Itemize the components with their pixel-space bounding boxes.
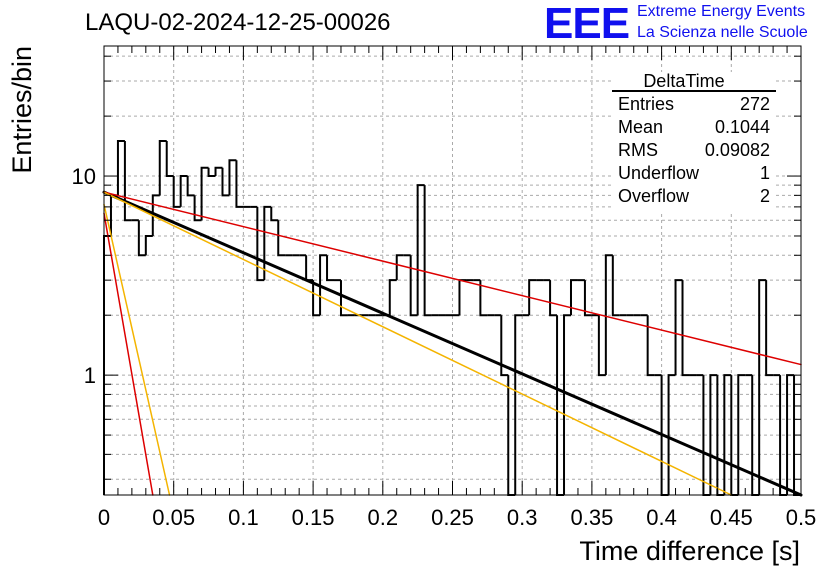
histogram-bin <box>172 176 181 208</box>
stats-box-bg <box>612 72 776 212</box>
histogram-bin <box>388 279 397 316</box>
histogram-bin <box>681 280 690 377</box>
histogram-bin <box>765 280 774 377</box>
histogram-bin <box>214 166 223 177</box>
histogram-bin <box>409 255 418 317</box>
histogram-bin <box>528 279 537 316</box>
x-tick-label: 0.5 <box>786 505 817 530</box>
histogram-bin <box>737 374 746 495</box>
histogram-bin <box>179 175 188 207</box>
org-name-line2: La Scienza nelle Scuole <box>637 24 808 41</box>
x-tick-label: 0.25 <box>431 505 474 530</box>
histogram-bin <box>103 234 111 495</box>
histogram-bin <box>646 315 655 377</box>
stats-value: 0.09082 <box>705 140 770 160</box>
stats-value: 1 <box>760 163 770 183</box>
histogram-bin <box>549 280 558 317</box>
histogram-bin <box>116 139 125 196</box>
org-name-line1: Extreme Energy Events <box>637 3 806 20</box>
stats-box: DeltaTime Entries 272 Mean 0.1044 RMS 0.09082U… <box>612 71 776 212</box>
x-tick-label: 0.1 <box>228 505 259 530</box>
x-tick-label: 0 <box>98 505 110 530</box>
stats-label: Overflow <box>618 186 690 206</box>
histogram-bin <box>500 315 509 377</box>
histogram-bin <box>144 234 153 256</box>
x-tick-label: 0.15 <box>292 505 335 530</box>
histogram-bin <box>193 195 202 222</box>
histogram-bin <box>228 159 237 196</box>
eee-logo: EEE <box>544 0 630 48</box>
histogram-bin <box>235 160 244 208</box>
histogram-bin <box>611 255 620 317</box>
histogram-bin <box>137 220 146 257</box>
histogram-bin <box>723 374 732 495</box>
axis-ticks: 0 0.05 0.1 0.15 0.2 0.25 0.3 0.35 0.4 0.45 0.5 1 10 <box>72 46 817 530</box>
stats-label: RMS <box>618 140 658 160</box>
histogram-bin <box>200 166 209 221</box>
histogram-bin <box>667 374 676 495</box>
fit-line <box>102 190 803 497</box>
histogram-bin <box>109 194 118 236</box>
fit-line <box>103 191 802 366</box>
x-tick-label: 0.2 <box>368 505 399 530</box>
histogram-bin <box>395 254 404 281</box>
histogram-bin <box>416 184 425 316</box>
histogram-bin <box>339 280 348 317</box>
fit-line <box>103 212 154 496</box>
histogram-bin <box>604 254 613 376</box>
histogram-bin <box>563 314 571 495</box>
y-axis-label: Entries/bin <box>7 46 37 174</box>
histogram-bin <box>186 176 195 197</box>
stats-value: 272 <box>740 94 770 114</box>
stats-label: Underflow <box>618 163 700 183</box>
stats-value: 0.1044 <box>715 117 770 137</box>
run-title: LAQU-02-2024-12-25-00026 <box>85 9 391 36</box>
histogram-bin <box>158 139 167 196</box>
histogram-bin <box>256 206 265 282</box>
histogram-bin <box>597 315 606 377</box>
histogram-bin <box>270 206 279 222</box>
histogram-bin <box>277 220 286 257</box>
x-tick-label: 0.35 <box>570 505 613 530</box>
histogram-bin <box>151 194 160 236</box>
histogram-bin <box>123 140 132 222</box>
stats-value: 2 <box>760 186 770 206</box>
histogram-bin <box>556 315 565 496</box>
fit-line <box>103 203 171 496</box>
histogram-bin <box>583 280 592 317</box>
histogram-bin <box>758 279 767 495</box>
y-tick-label: 10 <box>72 164 96 189</box>
histogram-bin <box>221 167 230 197</box>
histogram-bin <box>207 167 216 178</box>
histogram-bin <box>458 279 467 316</box>
grid-lines <box>104 46 801 495</box>
histogram-bin <box>319 254 328 316</box>
y-tick-label: 1 <box>84 363 96 388</box>
x-tick-label: 0.45 <box>710 505 753 530</box>
x-tick-label: 0.4 <box>646 505 677 530</box>
fit-lines <box>102 190 803 497</box>
histogram-bin <box>165 140 174 178</box>
histogram-bin <box>514 314 523 495</box>
x-axis-label: Time difference [s] <box>579 536 800 566</box>
histogram-bin <box>674 279 683 376</box>
histogram-bin <box>423 185 432 317</box>
stats-label: Entries <box>618 94 674 114</box>
stats-title: DeltaTime <box>643 71 724 91</box>
stats-label: Mean <box>618 117 663 137</box>
histogram-bin <box>305 255 314 282</box>
histogram-bin <box>312 280 321 317</box>
x-tick-label: 0.05 <box>152 505 195 530</box>
histogram-bin <box>569 279 578 316</box>
histogram-bin <box>326 255 335 282</box>
x-tick-label: 0.3 <box>507 505 538 530</box>
histogram-bin <box>479 280 488 317</box>
fit-line <box>103 191 733 496</box>
histogram-bin <box>263 205 272 281</box>
